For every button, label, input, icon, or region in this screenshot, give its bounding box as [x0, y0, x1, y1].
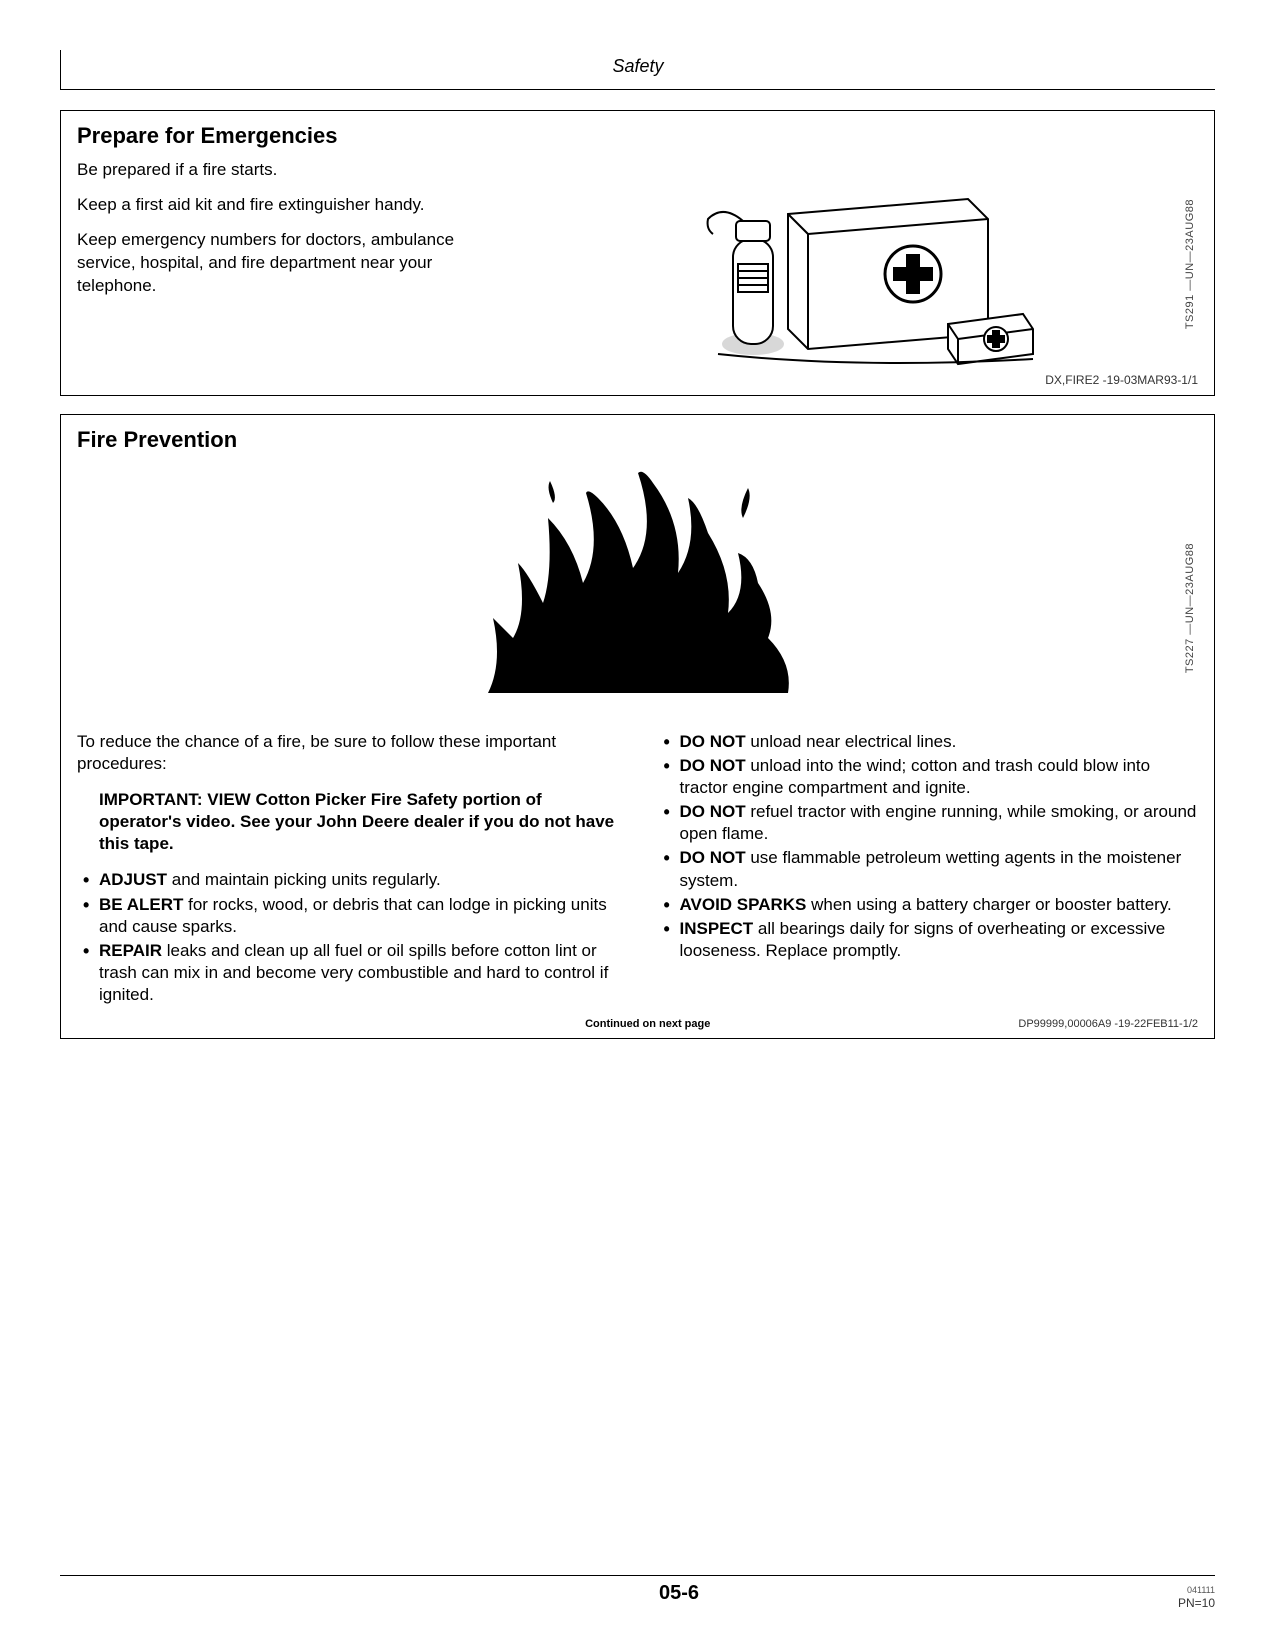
section2-continued-row: Continued on next page DP99999,00006A9 -… [77, 1018, 1198, 1030]
section2-illustration-wrap: TS227 —UN—23AUG88 [77, 463, 1198, 713]
section2-footer-ref: DP99999,00006A9 -19-22FEB11-1/2 [1018, 1018, 1198, 1030]
right-bullet-4: AVOID SPARKS when using a battery charge… [664, 894, 1199, 916]
section2-right-col: DO NOT unload near electrical lines. DO … [658, 731, 1199, 1008]
section1-title: Prepare for Emergencies [77, 123, 1198, 149]
page-header: Safety [60, 50, 1215, 90]
right-bullet-5-rest: all bearings daily for signs of overheat… [680, 919, 1166, 960]
section1-illustration-wrap: TS291 —UN—23AUG88 [497, 159, 1198, 369]
right-bullet-1: DO NOT unload into the wind; cotton and … [664, 755, 1199, 799]
left-bullet-2-rest: leaks and clean up all fuel or oil spill… [99, 941, 608, 1004]
right-bullet-1-rest: unload into the wind; cotton and trash c… [680, 756, 1151, 797]
section1-footer-ref: DX,FIRE2 -19-03MAR93-1/1 [77, 373, 1198, 387]
footer-tiny: 041111 [1187, 1585, 1215, 1595]
right-bullet-2-lead: DO NOT [680, 802, 746, 821]
right-bullet-5-lead: INSPECT [680, 919, 754, 938]
right-bullet-3: DO NOT use flammable petroleum wetting a… [664, 847, 1199, 891]
right-bullet-2-rest: refuel tractor with engine running, whil… [680, 802, 1197, 843]
footer-rule [60, 1575, 1215, 1576]
section2-title: Fire Prevention [77, 427, 1198, 453]
section1-para-2: Keep emergency numbers for doctors, ambu… [77, 229, 477, 298]
left-bullet-1-lead: BE ALERT [99, 895, 183, 914]
right-bullet-1-lead: DO NOT [680, 756, 746, 775]
section-prepare-emergencies: Prepare for Emergencies Be prepared if a… [60, 110, 1215, 396]
section2-columns: To reduce the chance of a fire, be sure … [77, 731, 1198, 1008]
first-aid-illustration [658, 159, 1038, 369]
flame-illustration [398, 463, 878, 713]
footer-row: 05-6 041111 PN=10 [60, 1582, 1215, 1610]
page-content: Safety Prepare for Emergencies Be prepar… [0, 0, 1275, 1097]
section1-para-0: Be prepared if a fire starts. [77, 159, 477, 182]
left-bullet-0: ADJUST and maintain picking units regula… [83, 869, 618, 891]
section2-left-bullets: ADJUST and maintain picking units regula… [77, 869, 618, 1006]
right-bullet-4-rest: when using a battery charger or booster … [806, 895, 1171, 914]
footer-pn: PN=10 [1178, 1596, 1215, 1610]
right-bullet-0: DO NOT unload near electrical lines. [664, 731, 1199, 753]
left-bullet-2-lead: REPAIR [99, 941, 162, 960]
section2-intro: To reduce the chance of a fire, be sure … [77, 731, 618, 775]
section2-right-bullets: DO NOT unload near electrical lines. DO … [658, 731, 1199, 962]
left-bullet-0-rest: and maintain picking units regularly. [167, 870, 441, 889]
section1-para-1: Keep a first aid kit and fire extinguish… [77, 194, 477, 217]
left-bullet-0-lead: ADJUST [99, 870, 167, 889]
section2-left-col: To reduce the chance of a fire, be sure … [77, 731, 618, 1008]
left-bullet-1: BE ALERT for rocks, wood, or debris that… [83, 894, 618, 938]
page-footer: 05-6 041111 PN=10 [60, 1575, 1215, 1610]
section1-image-ref: TS291 —UN—23AUG88 [1184, 199, 1196, 329]
right-bullet-3-lead: DO NOT [680, 848, 746, 867]
section2-image-ref: TS227 —UN—23AUG88 [1184, 543, 1196, 673]
footer-right: 041111 PN=10 [1178, 1582, 1215, 1610]
right-bullet-5: INSPECT all bearings daily for signs of … [664, 918, 1199, 962]
section2-important: IMPORTANT: VIEW Cotton Picker Fire Safet… [99, 789, 618, 855]
right-bullet-2: DO NOT refuel tractor with engine runnin… [664, 801, 1199, 845]
left-bullet-2: REPAIR leaks and clean up all fuel or oi… [83, 940, 618, 1006]
section1-body: Be prepared if a fire starts. Keep a fir… [77, 159, 1198, 369]
continued-text: Continued on next page [277, 1018, 1018, 1030]
section1-text: Be prepared if a fire starts. Keep a fir… [77, 159, 477, 369]
right-bullet-0-rest: unload near electrical lines. [746, 732, 957, 751]
right-bullet-0-lead: DO NOT [680, 732, 746, 751]
right-bullet-4-lead: AVOID SPARKS [680, 895, 807, 914]
page-number: 05-6 [180, 1582, 1178, 1605]
section-fire-prevention: Fire Prevention TS227 —UN—23AUG88 To red… [60, 414, 1215, 1039]
right-bullet-3-rest: use flammable petroleum wetting agents i… [680, 848, 1182, 889]
header-title: Safety [612, 56, 663, 77]
